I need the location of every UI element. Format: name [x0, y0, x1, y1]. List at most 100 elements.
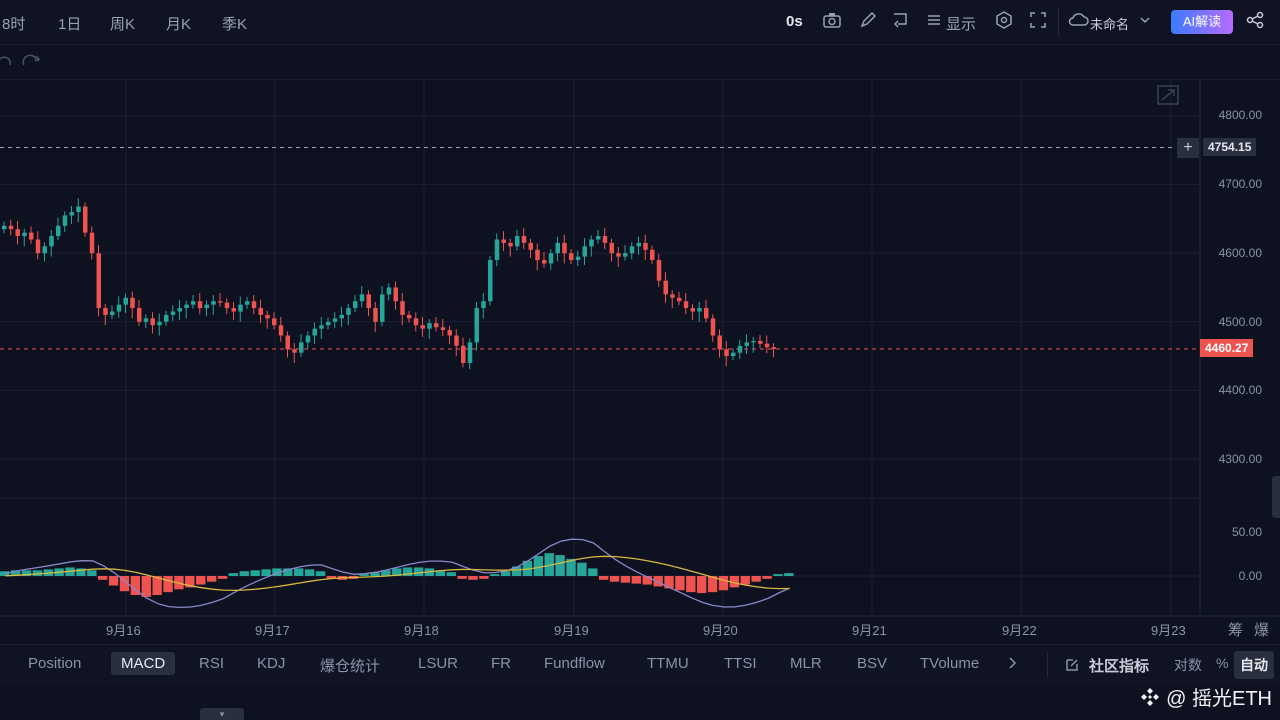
candle-body	[83, 206, 88, 233]
candle-body	[143, 318, 149, 322]
indicator-lsur[interactable]: LSUR	[418, 655, 459, 672]
price-chart[interactable]	[0, 80, 1280, 644]
share-icon[interactable]	[1245, 10, 1265, 34]
indicator-ttsi[interactable]: TTSI	[724, 655, 757, 672]
chart-grid	[0, 80, 1280, 617]
expand-chart-icon[interactable]	[1157, 85, 1179, 105]
macd-bar	[381, 570, 391, 576]
timeframe-month[interactable]: 月K	[166, 16, 192, 33]
candle-body	[461, 345, 466, 363]
crosshair-add-icon[interactable]: +	[1177, 138, 1199, 158]
candle-body	[758, 341, 763, 344]
candle-body	[704, 308, 709, 319]
macd-tick: 0.00	[1238, 569, 1262, 583]
date-tick: 9月19	[554, 623, 589, 638]
candle-body	[501, 239, 506, 243]
replay-icon[interactable]	[890, 10, 910, 34]
candle-body	[562, 242, 567, 254]
countdown-label: 0s	[786, 13, 803, 30]
indicator-kdj[interactable]: KDJ	[257, 655, 286, 672]
ai-interpret-button[interactable]: AI解读	[1171, 10, 1233, 34]
redo-icon[interactable]	[22, 53, 42, 74]
macd-bar	[32, 570, 43, 576]
log-scale-toggle[interactable]: 对数	[1174, 657, 1202, 673]
candle-body	[150, 318, 155, 326]
candle-body	[731, 352, 736, 357]
timeframe-week[interactable]: 周K	[110, 16, 136, 33]
date-tick: 9月18	[404, 623, 439, 638]
macd-bar	[87, 570, 97, 576]
indicator-macd[interactable]: MACD	[111, 652, 176, 675]
pencil-icon[interactable]	[858, 10, 878, 34]
candle-body	[42, 246, 47, 254]
auto-scale-toggle[interactable]: 自动	[1234, 651, 1274, 679]
indicator-tvolume[interactable]: TVolume	[920, 655, 980, 672]
layout-name[interactable]: 未命名	[1090, 17, 1130, 32]
macd-bar	[196, 576, 206, 585]
chevron-right-icon[interactable]	[1008, 655, 1018, 675]
chip-distribution-toggle[interactable]: 筹	[1228, 622, 1244, 639]
percent-scale-toggle[interactable]: %	[1216, 655, 1229, 671]
indicator-mlr[interactable]: MLR	[790, 655, 822, 672]
date-tick: 9月23	[1151, 623, 1186, 638]
candle-body	[96, 253, 101, 309]
undo-icon[interactable]	[0, 53, 12, 74]
candle-body	[623, 253, 628, 257]
macd-bar	[239, 571, 249, 576]
list-icon[interactable]	[926, 10, 942, 34]
candle-body	[285, 335, 290, 350]
date-tick: 9月22	[1002, 623, 1037, 638]
macd-dea-line	[5, 555, 790, 592]
candle-body	[548, 253, 554, 264]
macd-bar	[588, 568, 598, 576]
indicator-fundflow[interactable]: Fundflow	[544, 655, 605, 672]
panel-resize-handle[interactable]	[1272, 476, 1280, 518]
macd-bar	[566, 558, 576, 576]
community-indicators[interactable]: 社区指标	[1089, 658, 1150, 675]
candle-body	[589, 239, 594, 247]
indicator-position[interactable]: Position	[28, 655, 82, 672]
macd-bar	[141, 576, 151, 597]
camera-icon[interactable]	[822, 10, 842, 34]
candle-body	[380, 294, 385, 322]
binance-logo-icon	[1139, 686, 1161, 714]
candle-body	[744, 342, 749, 346]
candle-body	[650, 249, 655, 261]
chevron-down-icon[interactable]	[1139, 10, 1151, 34]
macd-bar	[413, 567, 424, 576]
indicator-ttmu[interactable]: TTMU	[647, 655, 689, 672]
fullscreen-icon[interactable]	[1028, 10, 1048, 34]
indicator-fr[interactable]: FR	[491, 655, 511, 672]
macd-bar	[392, 568, 402, 576]
indicator-bar: Position MACD RSI KDJ 爆仓统计 LSUR FR Fundf…	[0, 644, 1280, 685]
timeframe-8h[interactable]: 8时	[2, 16, 26, 33]
timeframe-quarter[interactable]: 季K	[222, 16, 248, 33]
candle-body	[393, 287, 398, 302]
candle-body	[724, 349, 729, 357]
candle-body	[137, 308, 142, 322]
timeframe-1d[interactable]: 1日	[58, 16, 82, 33]
candle-body	[56, 225, 61, 237]
cloud-icon[interactable]	[1067, 10, 1089, 34]
macd-bar	[370, 572, 380, 576]
macd-tick: 50.00	[1231, 525, 1262, 539]
indicator-rsi[interactable]: RSI	[199, 655, 225, 672]
edit-indicator-icon[interactable]	[1064, 657, 1080, 677]
candle-body	[265, 314, 270, 319]
candle-body	[123, 297, 128, 305]
candle-body	[191, 301, 196, 305]
macd-bar	[577, 562, 587, 576]
indicator-bsv[interactable]: BSV	[857, 655, 888, 672]
candle-body	[197, 301, 203, 309]
candle-body	[326, 321, 331, 326]
settings-icon[interactable]	[994, 10, 1014, 34]
indicator-liquidation-stats[interactable]: 爆仓统计	[320, 658, 381, 675]
collapse-panel-handle[interactable]: ▾	[200, 708, 244, 720]
candle-body	[386, 287, 392, 295]
display-menu[interactable]: 显示	[946, 16, 977, 33]
liquidation-toggle[interactable]: 爆	[1254, 622, 1270, 639]
candle-body	[717, 335, 722, 350]
top-toolbar: 8时 1日 周K 月K 季K 0s 显示 未命名 AI解读	[0, 0, 1280, 45]
macd-bar	[315, 571, 326, 576]
candle-body	[305, 335, 311, 343]
